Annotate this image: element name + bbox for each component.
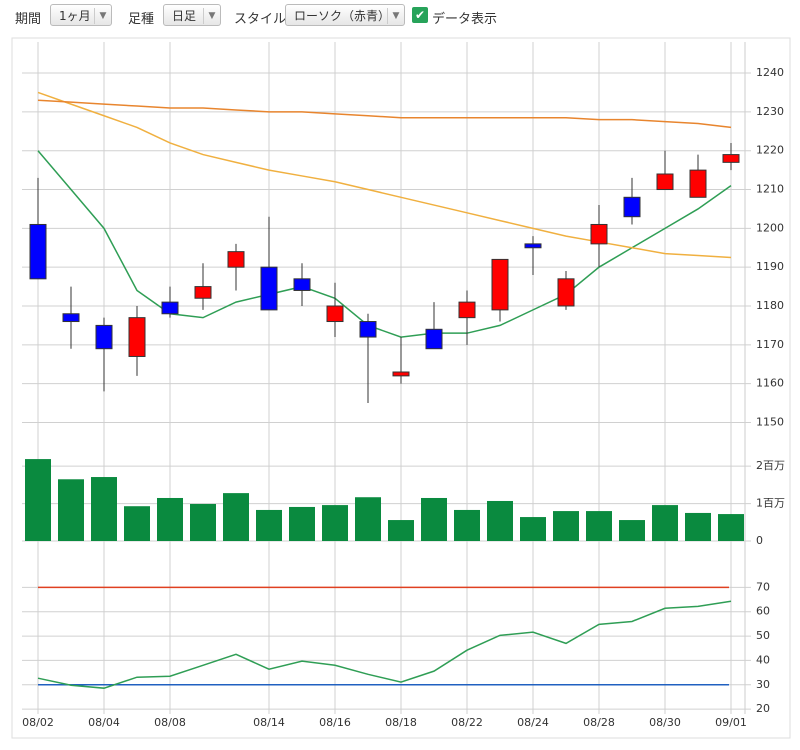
candle-body (425, 328, 443, 350)
period-value: 1ヶ月 (59, 9, 91, 23)
y-tick-label: 20 (756, 702, 770, 715)
y-tick-label: 40 (756, 653, 770, 666)
x-tick-label: 08/30 (649, 716, 681, 729)
candle-body (227, 251, 245, 268)
candle-body (359, 321, 377, 338)
style-select[interactable]: ローソク（赤青） ▼ (285, 4, 405, 26)
candle-body (293, 278, 311, 291)
candle-body (29, 223, 47, 280)
dropdown-arrow: ▼ (94, 8, 111, 24)
y-tick-label: 1240 (756, 66, 784, 79)
y-tick-label: 1200 (756, 221, 784, 234)
style-label: スタイル (234, 12, 287, 27)
candle-body (128, 317, 146, 357)
candle-body (95, 324, 113, 350)
x-tick-label: 08/16 (319, 716, 351, 729)
x-tick-label: 08/04 (88, 716, 120, 729)
volume-bar (25, 459, 51, 541)
y-tick-label: 1150 (756, 415, 784, 428)
period-label: 期間 (15, 12, 42, 27)
candle-body (590, 223, 608, 245)
volume-bar (487, 500, 513, 541)
x-tick-label: 08/02 (22, 716, 54, 729)
toolbar: 期間 1ヶ月 ▼ 足種 日足 ▼ スタイル ローソク（赤青） ▼ ✔ データ表示 (0, 0, 800, 32)
chart-frame (11, 37, 791, 739)
candle-body (326, 305, 344, 323)
y-tick-label: 1190 (756, 260, 784, 273)
volume-bar (619, 520, 645, 541)
y-tick-label: 50 (756, 629, 770, 642)
volume-bar (58, 479, 84, 541)
candle-body (557, 278, 575, 307)
volume-bar (718, 514, 744, 541)
data-checkbox[interactable]: ✔ (412, 7, 428, 23)
rsi-line (37, 600, 732, 689)
volume-bar (553, 511, 579, 541)
y-tick-label: 1170 (756, 338, 784, 351)
volume-bar (421, 497, 447, 541)
y-tick-label: 0 (756, 534, 763, 547)
y-tick-label: 60 (756, 605, 770, 618)
period-select[interactable]: 1ヶ月 ▼ (50, 4, 112, 26)
candle-body (161, 301, 179, 315)
candle-body (623, 196, 641, 218)
volume-bar (157, 497, 183, 541)
y-tick-label: 30 (756, 678, 770, 691)
y-tick-label: 2百万 (756, 459, 785, 472)
dropdown-arrow: ▼ (203, 8, 220, 24)
y-tick-label: 1220 (756, 144, 784, 157)
candle-select[interactable]: 日足 ▼ (163, 4, 221, 26)
y-tick-label: 1百万 (756, 497, 785, 510)
x-tick-label: 09/01 (715, 716, 747, 729)
x-tick-label: 08/24 (517, 716, 549, 729)
dropdown-arrow: ▼ (387, 8, 404, 24)
x-tick-label: 08/08 (154, 716, 186, 729)
candle-body (689, 169, 707, 198)
style-value: ローソク（赤青） (294, 9, 391, 23)
candle-body (194, 286, 212, 299)
candle-body (491, 258, 509, 311)
x-tick-label: 08/14 (253, 716, 285, 729)
candle-body (392, 371, 410, 377)
volume-bar (652, 505, 678, 541)
x-tick-label: 08/18 (385, 716, 417, 729)
volume-bar (586, 511, 612, 541)
volume-bar (520, 517, 546, 541)
x-tick-label: 08/28 (583, 716, 615, 729)
candle-value: 日足 (172, 9, 197, 23)
volume-bar (685, 512, 711, 541)
y-tick-label: 1230 (756, 105, 784, 118)
candle-body (260, 266, 278, 311)
volume-bar (322, 505, 348, 541)
y-tick-label: 1180 (756, 299, 784, 312)
y-tick-label: 1160 (756, 377, 784, 390)
volume-bar (256, 509, 282, 541)
volume-bar (223, 493, 249, 541)
volume-bar (388, 520, 414, 541)
y-tick-label: 70 (756, 580, 770, 593)
data-label: データ表示 (432, 12, 498, 27)
volume-bar (289, 506, 315, 541)
candle-body (656, 173, 674, 191)
volume-bar (454, 509, 480, 541)
y-tick-label: 1210 (756, 183, 784, 196)
moving-average (37, 99, 732, 129)
volume-bar (124, 506, 150, 541)
candle-body (722, 154, 740, 163)
volume-bar (355, 497, 381, 541)
candle-body (62, 313, 80, 323)
moving-average (37, 91, 732, 259)
volume-bar (91, 477, 117, 541)
candle-label: 足種 (128, 12, 155, 27)
x-tick-label: 08/22 (451, 716, 483, 729)
moving-average (37, 150, 732, 338)
volume-bar (190, 503, 216, 541)
candle-body (458, 301, 476, 319)
candle-body (524, 243, 542, 249)
